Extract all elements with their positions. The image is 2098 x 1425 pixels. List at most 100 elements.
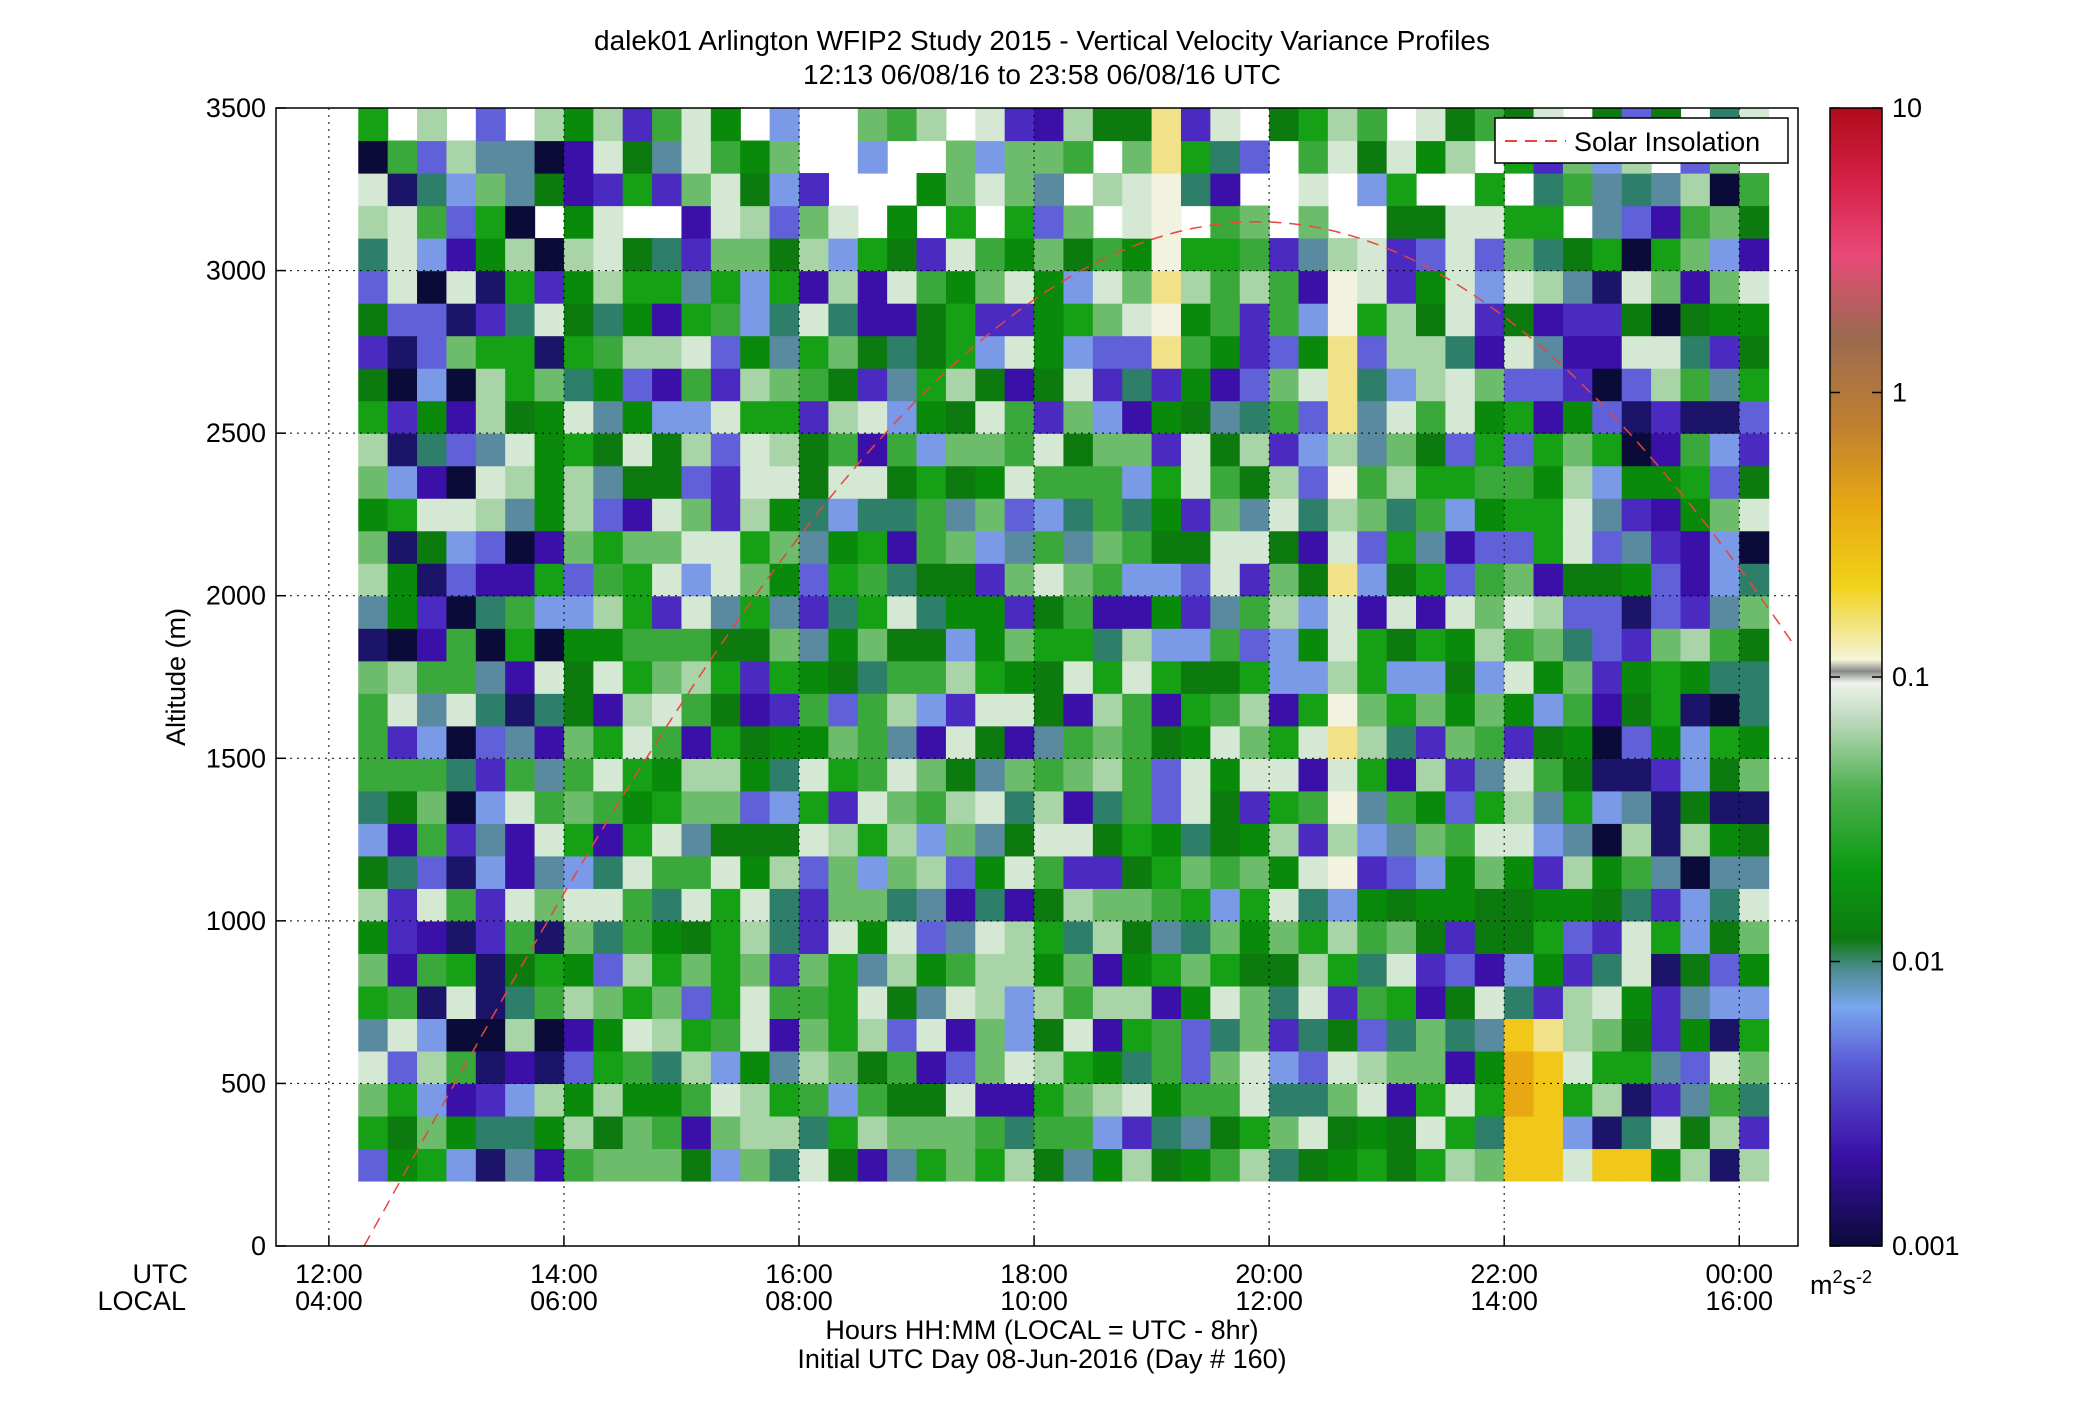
- heatmap-cell: [828, 888, 859, 922]
- heatmap-cell: [681, 758, 712, 792]
- heatmap-cell: [1151, 433, 1182, 467]
- heatmap-cell: [417, 108, 448, 142]
- heatmap-cell: [887, 985, 918, 1019]
- heatmap-cell: [1122, 855, 1153, 889]
- heatmap-cell: [1562, 303, 1593, 337]
- heatmap-cell: [1504, 660, 1535, 694]
- heatmap-cell: [1239, 400, 1270, 434]
- heatmap-cell: [534, 628, 565, 662]
- heatmap-cell: [1004, 660, 1035, 694]
- heatmap-cell: [387, 173, 418, 207]
- heatmap-cell: [1269, 303, 1300, 337]
- heatmap-cell: [534, 465, 565, 499]
- heatmap-cell: [945, 1050, 976, 1085]
- heatmap-cell: [1562, 1148, 1593, 1182]
- heatmap-cell: [1210, 725, 1241, 759]
- heatmap-cell: [622, 1115, 653, 1150]
- heatmap-cell: [1621, 465, 1652, 499]
- heatmap-cell: [1445, 140, 1476, 174]
- heatmap-cell: [1357, 660, 1388, 694]
- heatmap-cell: [446, 530, 477, 564]
- heatmap-cell: [1621, 368, 1652, 402]
- heatmap-cell: [1474, 725, 1505, 759]
- heatmap-cell: [1592, 823, 1623, 857]
- heatmap-cell: [1445, 498, 1476, 532]
- heatmap-cell: [1386, 888, 1417, 922]
- heatmap-cell: [563, 790, 594, 824]
- heatmap-cell: [1357, 920, 1388, 954]
- heatmap-cell: [1180, 140, 1211, 174]
- heatmap-cell: [681, 303, 712, 337]
- chart-subtitle: 12:13 06/08/16 to 23:58 06/08/16 UTC: [803, 59, 1281, 90]
- heatmap-cell: [593, 855, 624, 889]
- heatmap-cell: [1504, 498, 1535, 532]
- heatmap-cell: [1416, 790, 1447, 824]
- heatmap-cell: [681, 855, 712, 889]
- heatmap-cell: [1474, 1115, 1505, 1150]
- heatmap-cell: [1680, 1115, 1711, 1150]
- heatmap-cell: [446, 660, 477, 694]
- heatmap-cell: [505, 628, 536, 662]
- heatmap-cell: [387, 628, 418, 662]
- heatmap-cell: [1269, 693, 1300, 727]
- heatmap-cell: [857, 335, 888, 369]
- heatmap-cell: [681, 173, 712, 207]
- heatmap-cell: [1651, 628, 1682, 662]
- heatmap-cell: [945, 823, 976, 857]
- heatmap-cell: [1357, 1018, 1388, 1052]
- heatmap-cell: [505, 758, 536, 792]
- heatmap-cell: [799, 238, 829, 272]
- heatmap-cell: [1180, 498, 1211, 532]
- heatmap-cell: [1445, 823, 1476, 857]
- heatmap-cell: [681, 888, 712, 922]
- heatmap-cell: [1445, 725, 1476, 759]
- heatmap-cell: [740, 238, 771, 272]
- heatmap-cell: [1445, 303, 1476, 337]
- x-row-label-utc: UTC: [133, 1259, 189, 1289]
- heatmap-cell: [769, 855, 800, 889]
- colorbar-tick-label: 10: [1892, 93, 1922, 123]
- heatmap-cell: [387, 465, 418, 499]
- heatmap-cell: [1004, 1050, 1035, 1085]
- heatmap-cell: [710, 628, 741, 662]
- heatmap-cell: [1269, 758, 1300, 792]
- heatmap-cell: [1533, 595, 1564, 629]
- heatmap-cell: [563, 953, 594, 987]
- heatmap-cell: [1533, 725, 1564, 759]
- heatmap-cell: [593, 205, 624, 239]
- heatmap-cell: [1416, 563, 1447, 597]
- heatmap-cell: [740, 140, 771, 174]
- heatmap-cell: [417, 1115, 448, 1150]
- colorbar-unit-base: m: [1810, 1270, 1833, 1300]
- heatmap-cell: [505, 400, 536, 434]
- heatmap-cell: [1504, 303, 1535, 337]
- x-tick-label-local: 16:00: [1705, 1286, 1773, 1316]
- heatmap-cell: [1621, 790, 1652, 824]
- heatmap-cell: [1562, 920, 1593, 954]
- heatmap-cell: [1063, 1148, 1094, 1182]
- heatmap-cell: [975, 108, 1006, 142]
- heatmap-cell: [1651, 498, 1682, 532]
- heatmap-cell: [1445, 335, 1476, 369]
- heatmap-cell: [358, 1050, 389, 1085]
- heatmap-cell: [475, 888, 506, 922]
- heatmap-cell: [740, 1148, 771, 1182]
- heatmap-cell: [1180, 660, 1211, 694]
- heatmap-cell: [945, 465, 976, 499]
- heatmap-cell: [1122, 1050, 1153, 1085]
- heatmap-cell: [1092, 985, 1123, 1019]
- heatmap-cell: [1416, 1148, 1447, 1182]
- heatmap-cell: [1357, 628, 1388, 662]
- heatmap-cell: [769, 433, 800, 467]
- heatmap-cell: [945, 1115, 976, 1150]
- heatmap-cell: [710, 823, 741, 857]
- heatmap-cell: [799, 758, 829, 792]
- heatmap-cell: [1709, 270, 1740, 304]
- heatmap-cell: [593, 238, 624, 272]
- heatmap-cell: [1210, 595, 1241, 629]
- heatmap-cell: [1680, 1050, 1711, 1085]
- heatmap-cell: [534, 985, 565, 1019]
- heatmap-cell: [1034, 758, 1065, 792]
- heatmap-cell: [1239, 693, 1270, 727]
- heatmap-cell: [1180, 173, 1211, 207]
